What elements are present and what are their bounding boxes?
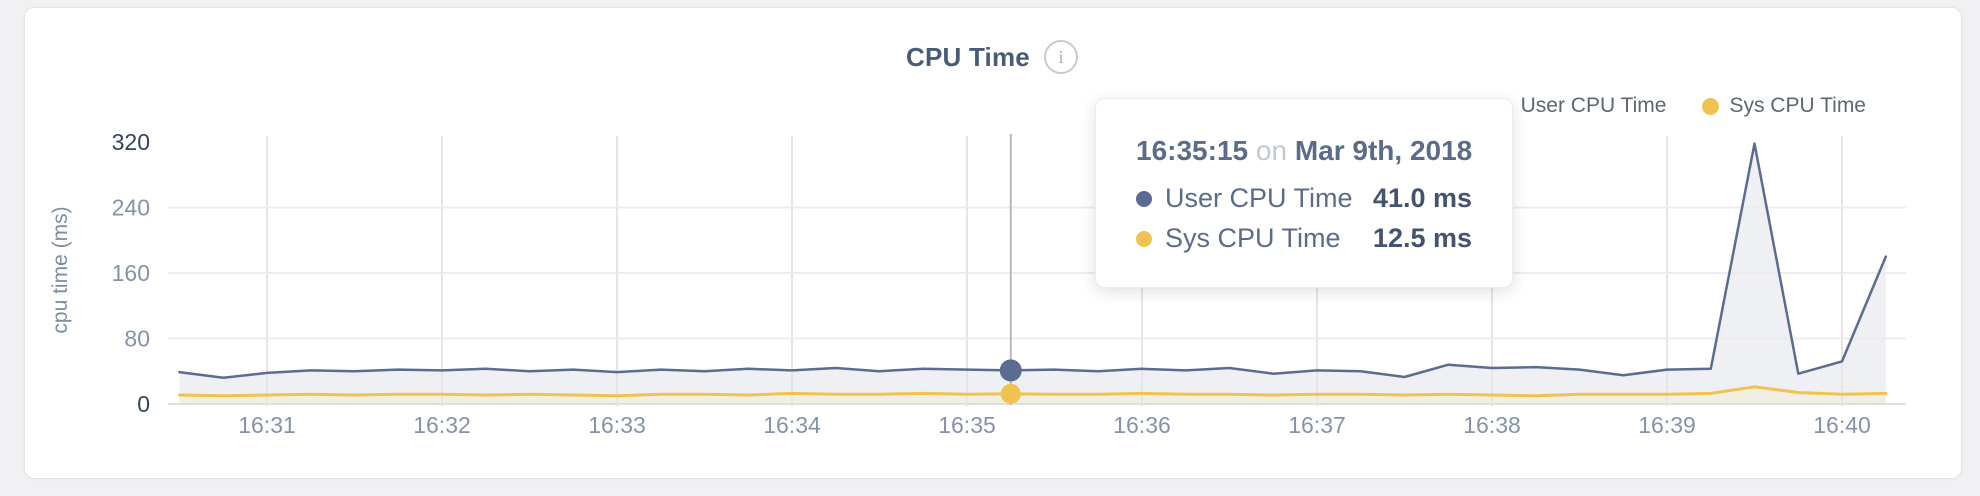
user-cpu-line	[178, 142, 1888, 380]
tooltip-row-sys: Sys CPU Time 12.5 ms	[1136, 223, 1472, 254]
tooltip-time: 16:35:15	[1136, 135, 1249, 166]
chart-header: CPU Time i	[24, 40, 1960, 74]
x-axis-tick-label: 16:39	[1638, 412, 1696, 438]
x-axis-tick-label: 16:34	[763, 412, 821, 438]
tooltip-date: Mar 9th, 2018	[1294, 135, 1473, 166]
tooltip-series-value: 41.0 ms	[1372, 183, 1472, 213]
x-axis-tick-label: 16:33	[588, 412, 646, 438]
chart-legend: User CPU Time Sys CPU Time	[1493, 94, 1866, 118]
x-axis-tick-label: 16:37	[1288, 412, 1346, 438]
legend-item-sys-cpu-time[interactable]: Sys CPU Time	[1702, 94, 1866, 118]
chart-tooltip: 16:35:15 on Mar 9th, 2018 User CPU Time …	[1095, 98, 1513, 288]
y-axis-tick-label: 160	[112, 260, 150, 286]
tooltip-conjunction: on	[1255, 135, 1288, 166]
tooltip-rows: User CPU Time 41.0 ms Sys CPU Time 12.5 …	[1136, 183, 1472, 254]
x-axis-tick-label: 16:35	[938, 412, 996, 438]
legend-label: User CPU Time	[1520, 94, 1667, 117]
legend-item-user-cpu-time[interactable]: User CPU Time	[1493, 94, 1667, 118]
sys-series-dot-icon	[1702, 97, 1720, 115]
y-axis-tick-label: 240	[112, 194, 150, 220]
y-axis-tick-label: 80	[124, 325, 150, 351]
x-axis-tick-label: 16:31	[238, 412, 296, 438]
user-series-dot-icon	[1136, 190, 1152, 207]
x-axis-tick-label: 16:40	[1813, 412, 1871, 438]
x-axis-tick-label: 16:38	[1463, 412, 1521, 438]
y-axis-tick-label: 0	[137, 391, 150, 417]
y-axis-tick-label: 320	[112, 129, 150, 155]
page-title: CPU Time	[906, 41, 1030, 72]
tooltip-timestamp: 16:35:15 on Mar 9th, 2018	[1136, 135, 1472, 167]
x-axis-tick-label: 16:32	[413, 412, 471, 438]
hover-point-user[interactable]	[999, 359, 1022, 382]
legend-label: Sys CPU Time	[1729, 94, 1866, 117]
user-cpu-area	[179, 143, 1886, 404]
y-axis-title: cpu time (ms)	[49, 206, 72, 333]
info-icon[interactable]: i	[1043, 40, 1078, 74]
sys-series-dot-icon	[1136, 230, 1152, 247]
tooltip-series-label: Sys CPU Time	[1165, 223, 1341, 253]
hover-point-sys[interactable]	[1000, 383, 1021, 404]
x-axis-tick-label: 16:36	[1113, 412, 1171, 438]
sys-cpu-line	[178, 385, 1888, 398]
tooltip-series-label: User CPU Time	[1165, 183, 1353, 213]
tooltip-row-user: User CPU Time 41.0 ms	[1136, 183, 1472, 214]
tooltip-series-value: 12.5 ms	[1372, 223, 1472, 253]
